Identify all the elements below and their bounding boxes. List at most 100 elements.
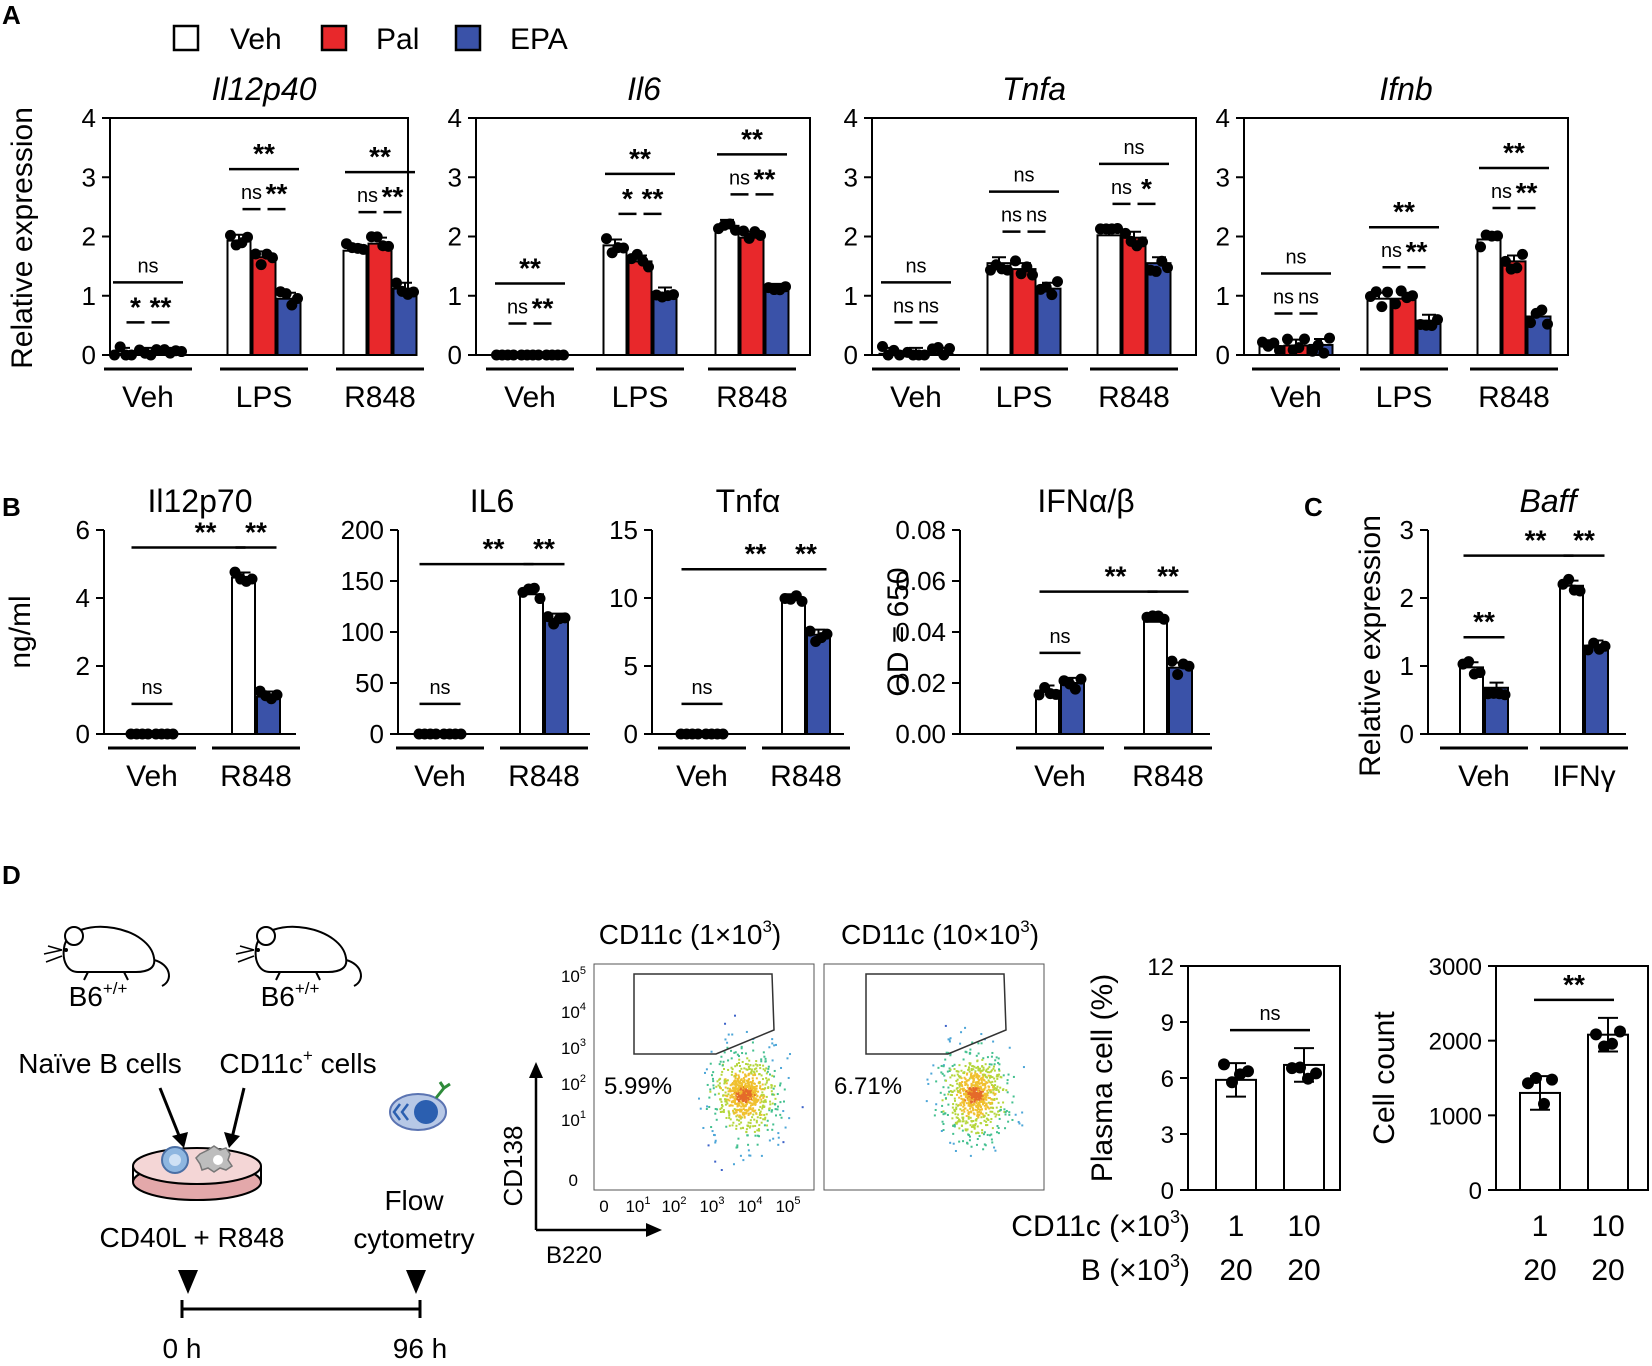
flow-event-dot	[1021, 1111, 1024, 1114]
flow-event-dot	[753, 1087, 756, 1090]
a-il6-bar-r848-veh	[714, 224, 740, 356]
flow-event-dot	[751, 1041, 754, 1044]
flow-event-dot	[779, 1082, 782, 1085]
flow-event-dot	[742, 1105, 745, 1108]
flow-event-dot	[981, 1090, 984, 1093]
a-ifnb-point-lps-epa-4	[1432, 314, 1443, 326]
flow-event-dot	[735, 1115, 738, 1118]
flow-event-dot	[748, 1126, 751, 1129]
panel-label-d: D	[2, 860, 21, 890]
flow-event-dot	[958, 1089, 961, 1092]
flow-event-dot	[962, 1072, 965, 1075]
flow-event-dot	[764, 1057, 767, 1060]
flow-event-dot	[726, 1041, 729, 1044]
a-ifnb-bar-r848-pal	[1501, 260, 1527, 357]
legend-label-pal: Pal	[376, 23, 419, 56]
a-il6-point-r848-pal-4	[755, 229, 766, 241]
flow-event-dot	[981, 1098, 984, 1101]
a-ifnb-point-veh-epa-3	[1318, 347, 1330, 359]
b-ifnab-ytick-label-0-06: 0.06	[895, 566, 946, 596]
flow-event-dot	[975, 1095, 978, 1098]
flow-event-dot	[736, 1090, 739, 1093]
flow-event-dot	[766, 1079, 769, 1082]
flow-event-dot	[976, 1138, 979, 1141]
flow-event-dot	[738, 1123, 741, 1126]
plasma-cell-gate-1	[633, 973, 775, 1055]
d-count-bar-2	[1587, 1033, 1629, 1192]
flow-event-dot	[738, 1115, 741, 1118]
flow-event-dot	[705, 1068, 708, 1071]
flow-event-dot	[745, 1063, 748, 1066]
flow-event-dot	[976, 1114, 979, 1117]
a-ifnb-point-veh-pal-1	[1282, 333, 1293, 345]
flow-event-dot	[987, 1118, 990, 1121]
a-ifnb-point-lps-veh-2	[1370, 286, 1382, 298]
flow-event-dot	[789, 1053, 792, 1056]
flow-event-dot	[780, 1116, 783, 1119]
flow-event-dot	[743, 1095, 746, 1098]
flow-event-dot	[734, 1077, 737, 1080]
flow-event-dot	[966, 1095, 969, 1098]
flow-event-dot	[740, 1121, 743, 1124]
flow-event-dot	[971, 1106, 974, 1109]
a-ifnb-point-r848-pal-3	[1511, 262, 1523, 274]
flow-event-dot	[760, 1093, 763, 1096]
flow-event-dot	[745, 1087, 748, 1090]
flow-event-dot	[756, 1143, 759, 1146]
flow-event-dot	[752, 1049, 755, 1052]
flow-event-dot	[962, 1089, 965, 1092]
flow-event-dot	[959, 1108, 962, 1111]
flow-event-dot	[942, 1065, 945, 1068]
flow-event-dot	[749, 1111, 752, 1114]
flow-event-dot	[948, 1067, 951, 1070]
a-il12p40-sig-label-veh-2: **	[150, 291, 172, 322]
flow-event-dot	[763, 1099, 766, 1102]
a-tnfa-sig-label-r848-2: *	[1141, 173, 1152, 204]
flow-event-dot	[972, 1093, 975, 1096]
flow-event-dot	[729, 1084, 732, 1087]
chart-il6-protein: 0 50 100 150 200 IL6 Veh R848 ns ** **	[341, 483, 590, 793]
flow-event-dot	[762, 1064, 765, 1067]
flow-event-dot	[771, 1093, 774, 1096]
flow-event-dot	[731, 1070, 734, 1073]
flow-event-dot	[994, 1084, 997, 1087]
flow-event-dot	[979, 1085, 982, 1088]
flow-event-dot	[1001, 1088, 1004, 1091]
d-plasma-ytick-label-0: 0	[1161, 1178, 1174, 1205]
flow-event-dot	[963, 1107, 966, 1110]
c-baff-xlabel-ifn: IFNγ	[1552, 760, 1615, 793]
flow-event-dot	[767, 1067, 770, 1070]
flow-event-dot	[736, 1053, 739, 1056]
flow-event-dot	[708, 1105, 711, 1108]
a-il6-xlabel-lps: LPS	[612, 381, 669, 414]
flow-event-dot	[967, 1079, 970, 1082]
flow-event-dot	[721, 1070, 724, 1073]
flow-event-dot	[944, 1112, 947, 1115]
flow-event-dot	[774, 1043, 777, 1046]
a-il12p40-sig-label-r848-outer: **	[369, 141, 391, 172]
flow-event-dot	[719, 1108, 722, 1111]
flow-event-dot	[998, 1063, 1001, 1066]
flow-event-dot	[970, 1103, 973, 1106]
flow-event-dot	[959, 1092, 962, 1095]
b-il12p70-point-r848-epa-4	[271, 689, 283, 701]
flow-event-dot	[981, 1099, 984, 1102]
flow-event-dot	[953, 1125, 956, 1128]
flow-event-dot	[739, 1088, 742, 1091]
flow-event-dot	[737, 1137, 740, 1140]
flow-event-dot	[740, 1067, 743, 1070]
flow-event-dot	[981, 1095, 984, 1098]
gate-percent-2: 6.71%	[834, 1073, 902, 1100]
flow-event-dot	[975, 1073, 978, 1076]
flow-event-dot	[941, 1104, 944, 1107]
flow-event-dot	[976, 1109, 979, 1112]
b-ifnab-ylabel: OD = 650	[882, 567, 915, 696]
flow-event-dot	[717, 1092, 720, 1095]
flow-event-dot	[760, 1060, 763, 1063]
flow-event-dot	[765, 1113, 768, 1116]
a-ifnb-point-r848-veh-1	[1475, 241, 1486, 253]
flow-event-dot	[980, 1033, 983, 1036]
flow-event-dot	[753, 1068, 756, 1071]
mouse1-cells: Naïve B cells	[18, 1048, 181, 1079]
